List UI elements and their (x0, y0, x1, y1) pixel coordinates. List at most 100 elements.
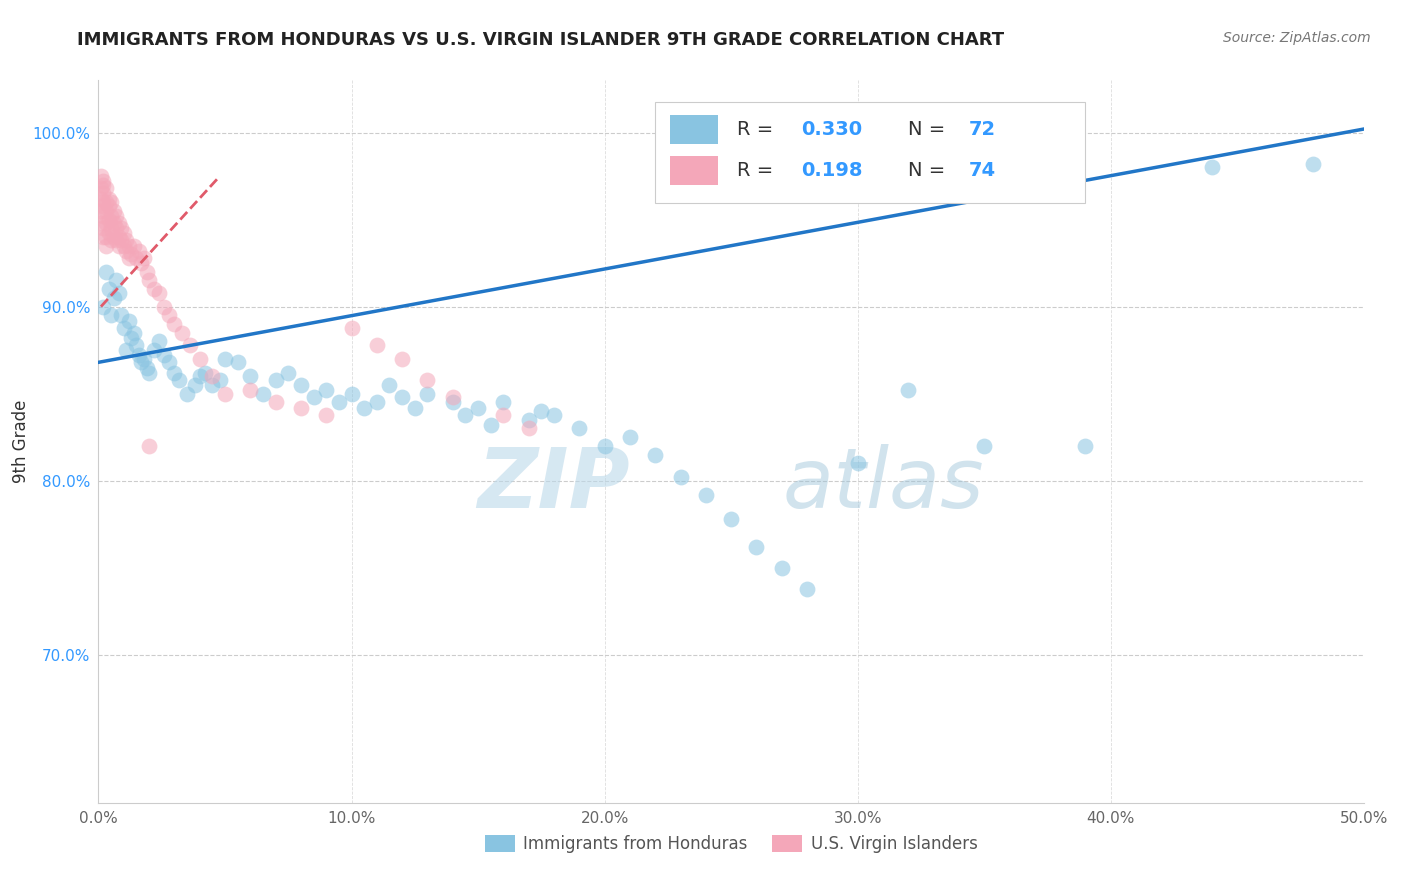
Point (90, 181, 112, 195)
Text: 0.198: 0.198 (801, 161, 862, 180)
Point (543, 408, 565, 422)
Point (340, 320, 363, 334)
Point (226, 355, 249, 369)
Point (290, 401, 312, 415)
Point (720, 512, 742, 526)
Point (135, 360, 157, 375)
Point (94, 265, 117, 279)
Point (179, 338, 201, 352)
Point (93, 209, 115, 223)
Point (112, 238, 135, 252)
Point (103, 230, 125, 244)
Text: N =: N = (908, 161, 952, 180)
Text: IMMIGRANTS FROM HONDURAS VS U.S. VIRGIN ISLANDER 9TH GRADE CORRELATION CHART: IMMIGRANTS FROM HONDURAS VS U.S. VIRGIN … (77, 31, 1004, 49)
Point (264, 395, 287, 409)
Point (290, 378, 312, 392)
Point (669, 470, 692, 484)
Point (118, 238, 141, 252)
Point (120, 247, 142, 261)
Point (94, 230, 117, 244)
Point (122, 326, 145, 340)
Point (157, 355, 180, 369)
Point (112, 227, 135, 241)
Point (214, 386, 236, 401)
Text: R =: R = (737, 161, 780, 180)
Point (94, 195, 117, 210)
Point (593, 439, 616, 453)
Point (517, 421, 540, 435)
Point (138, 273, 160, 287)
Point (492, 395, 515, 409)
Text: atlas: atlas (782, 444, 984, 525)
Point (93, 195, 115, 210)
FancyBboxPatch shape (671, 156, 718, 185)
Point (120, 331, 142, 345)
Point (93, 186, 115, 201)
Point (125, 338, 148, 352)
Point (135, 265, 157, 279)
Point (163, 317, 186, 331)
Point (115, 343, 138, 358)
Point (340, 386, 363, 401)
Point (1201, 161, 1223, 175)
Point (105, 209, 128, 223)
Point (97, 227, 120, 241)
Point (107, 285, 129, 300)
Point (148, 334, 170, 349)
Point (131, 355, 153, 369)
Point (277, 366, 299, 380)
Point (1074, 439, 1097, 453)
Point (239, 383, 262, 397)
Point (138, 366, 160, 380)
Legend: Immigrants from Honduras, U.S. Virgin Islanders: Immigrants from Honduras, U.S. Virgin Is… (478, 828, 984, 860)
FancyBboxPatch shape (671, 115, 718, 144)
Point (97, 192, 120, 206)
Point (97, 282, 120, 296)
Point (105, 273, 128, 287)
Point (93, 300, 115, 314)
Point (441, 390, 464, 404)
Point (93, 178, 115, 192)
Point (391, 390, 413, 404)
Point (378, 378, 401, 392)
Point (796, 582, 818, 596)
Point (107, 230, 129, 244)
Point (115, 234, 138, 248)
Point (132, 351, 155, 366)
Point (644, 448, 666, 462)
Point (103, 216, 125, 230)
Point (353, 401, 375, 415)
Point (153, 300, 176, 314)
Point (131, 256, 153, 270)
Point (118, 313, 141, 327)
Text: 72: 72 (969, 120, 995, 139)
Text: N =: N = (908, 120, 952, 139)
Point (492, 408, 515, 422)
Point (897, 383, 920, 397)
Point (441, 395, 464, 409)
Point (90, 192, 112, 206)
Point (118, 251, 141, 265)
Point (128, 244, 150, 258)
Point (416, 386, 439, 401)
Point (103, 291, 125, 305)
Point (366, 338, 388, 352)
Point (619, 430, 641, 444)
Point (208, 373, 231, 387)
Point (143, 282, 166, 296)
Point (183, 378, 205, 392)
Point (846, 456, 869, 470)
Point (467, 401, 489, 415)
Text: 0.330: 0.330 (801, 120, 862, 139)
Point (93, 230, 115, 244)
Point (517, 413, 540, 427)
Point (328, 395, 350, 409)
Point (454, 408, 477, 422)
Point (170, 326, 193, 340)
Point (695, 488, 717, 502)
Point (188, 369, 211, 384)
Point (100, 195, 122, 210)
Point (93, 221, 115, 235)
Point (94, 238, 117, 252)
Point (770, 561, 793, 575)
